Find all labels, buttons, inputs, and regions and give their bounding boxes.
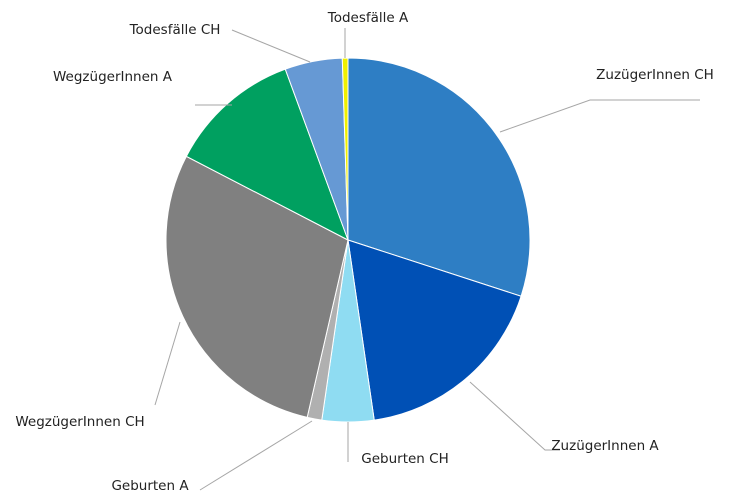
leader-line	[154, 321, 181, 406]
pie-slice	[185, 68, 349, 242]
slice-label: ZuzügerInnen CH	[596, 67, 714, 83]
slice-label: WegzügerInnen CH	[15, 414, 145, 430]
slice-label: Geburten CH	[361, 451, 449, 467]
slice-label: Todesfälle CH	[129, 22, 221, 38]
leader-line	[469, 381, 560, 451]
leader-line	[499, 99, 700, 133]
pie-slice	[347, 239, 522, 421]
pie-slice	[165, 155, 349, 418]
pie-slice	[341, 57, 349, 241]
slice-label: ZuzügerInnen A	[551, 438, 659, 454]
slice-label: WegzügerInnen A	[53, 69, 172, 85]
leader-line	[199, 420, 313, 491]
slice-label: Geburten A	[111, 478, 189, 493]
slice-label: Todesfälle A	[327, 10, 409, 26]
pie-slice	[347, 57, 531, 297]
leader-line	[231, 29, 311, 63]
